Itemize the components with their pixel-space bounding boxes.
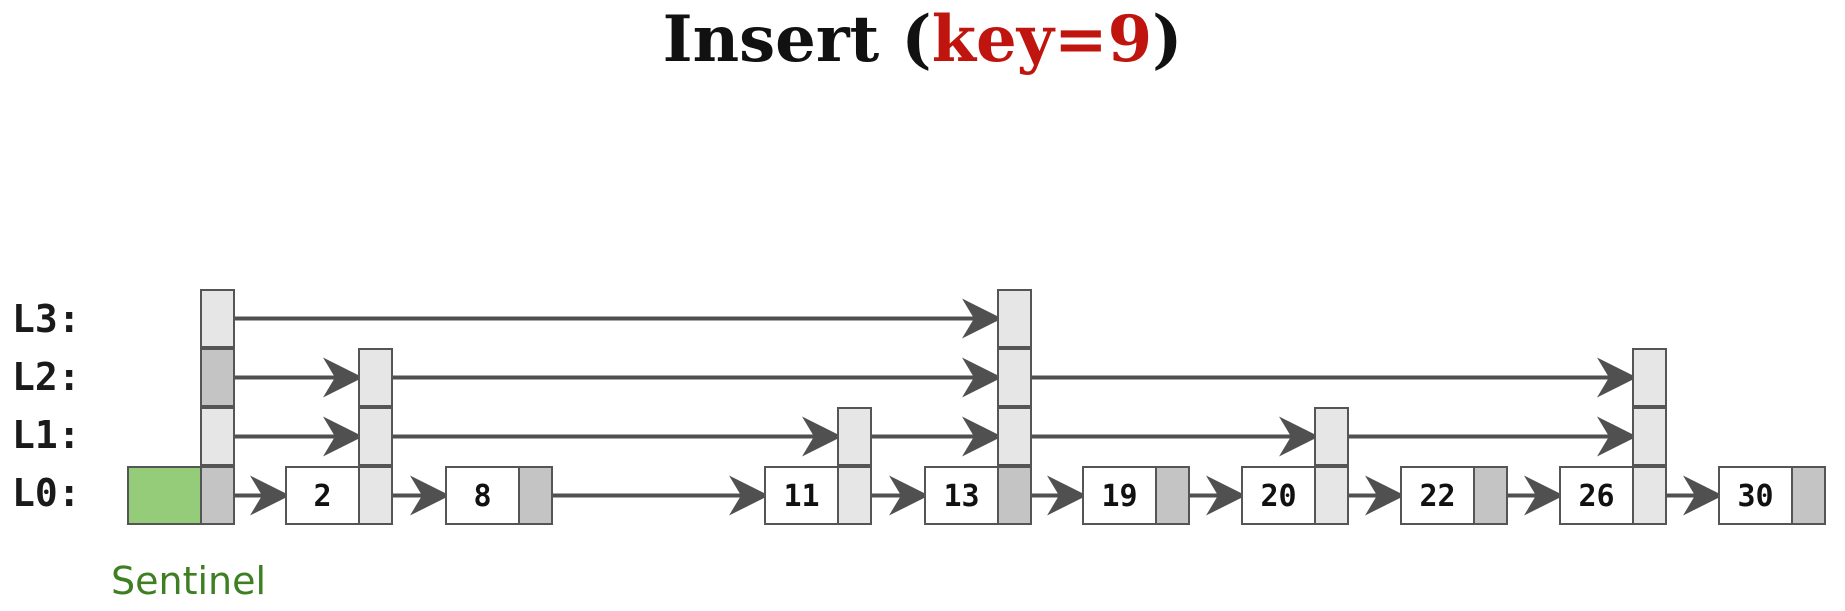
pointer-cell [200, 407, 235, 466]
key-box [924, 466, 999, 525]
level-label-l2: L2: [12, 355, 81, 399]
key-box [1241, 466, 1316, 525]
pointer-cell [200, 466, 235, 525]
pointer-cell [200, 348, 235, 407]
title-prefix: Insert ( [662, 2, 932, 77]
pointer-cell [1791, 466, 1826, 525]
sentinel-head [127, 466, 202, 525]
pointer-cell [837, 407, 872, 466]
title-key-highlight: key=9 [931, 2, 1153, 77]
pointer-cell [200, 289, 235, 348]
pointer-cell [1632, 407, 1667, 466]
key-box [1718, 466, 1793, 525]
level-label-l3: L3: [12, 297, 81, 341]
diagram-title: Insert (key=9) [0, 0, 1845, 90]
pointer-cell [997, 289, 1032, 348]
level-label-l1: L1: [12, 413, 81, 457]
level-label-l0: L0: [12, 471, 81, 515]
pointer-cell [1473, 466, 1508, 525]
key-label: 22 [1419, 479, 1455, 514]
pointer-cell [1155, 466, 1190, 525]
pointer-cell [1314, 466, 1349, 525]
key-label: 19 [1101, 479, 1137, 514]
key-label: 30 [1737, 479, 1773, 514]
pointer-cell [358, 407, 393, 466]
key-box [1400, 466, 1475, 525]
sentinel-label: Sentinel [111, 559, 266, 603]
key-box [285, 466, 360, 525]
key-box [445, 466, 520, 525]
key-label: 13 [943, 479, 979, 514]
pointer-cell [358, 348, 393, 407]
pointer-cell [1632, 348, 1667, 407]
pointer-cell [358, 466, 393, 525]
key-box [764, 466, 839, 525]
key-label: 11 [783, 479, 819, 514]
key-label: 8 [473, 479, 491, 514]
key-box [1559, 466, 1634, 525]
key-box [1082, 466, 1157, 525]
skip-list-nodes: 2 8 11 13 19 20 22 26 30 [200, 289, 1826, 525]
key-label: 26 [1578, 479, 1614, 514]
title-suffix: ) [1152, 2, 1183, 77]
key-label: 20 [1260, 479, 1296, 514]
pointer-cell [1314, 407, 1349, 466]
pointer-cell [997, 348, 1032, 407]
pointer-cell [997, 466, 1032, 525]
pointer-cell [518, 466, 553, 525]
pointer-cell [837, 466, 872, 525]
key-label: 2 [313, 479, 331, 514]
pointer-cell [1632, 466, 1667, 525]
pointer-cell [997, 407, 1032, 466]
